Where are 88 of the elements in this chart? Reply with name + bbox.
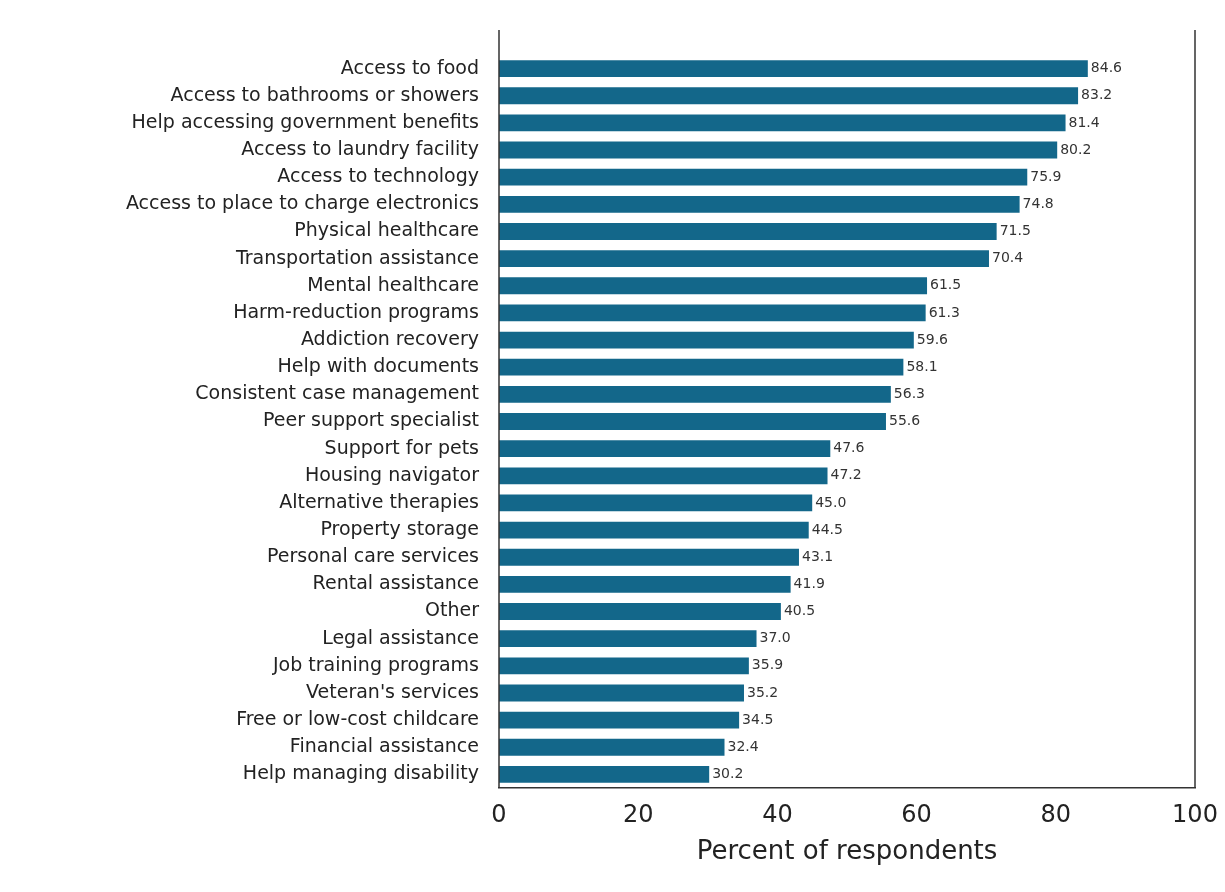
y-tick-label: Free or low-cost childcare — [236, 707, 479, 730]
data-label: 74.8 — [1022, 194, 1054, 211]
data-label: 56.3 — [893, 384, 926, 401]
data-label: 35.2 — [746, 683, 779, 700]
bar — [499, 141, 1058, 159]
data-label: 32.4 — [727, 737, 759, 754]
data-label: 61.5 — [930, 276, 962, 293]
y-tick-label: Harm-reduction programs — [233, 299, 479, 322]
x-tick-label: 100 — [1172, 799, 1218, 828]
data-label: 71.5 — [999, 222, 1031, 239]
data-label: 83.2 — [1081, 86, 1113, 103]
y-tick-label: Help managing disability — [242, 761, 479, 784]
bar — [499, 548, 799, 566]
bar — [499, 657, 749, 675]
bar — [499, 494, 813, 512]
data-label: 80.2 — [1060, 140, 1092, 157]
y-tick-label: Mental healthcare — [307, 272, 479, 295]
data-label: 40.5 — [783, 602, 816, 619]
data-label: 58.1 — [906, 357, 938, 374]
data-label: 70.4 — [991, 249, 1024, 266]
data-label: 34.5 — [742, 710, 774, 727]
y-tick-label: Access to food — [340, 55, 479, 78]
y-tick-label: Help accessing government benefits — [131, 109, 479, 132]
data-label: 47.2 — [830, 466, 862, 483]
data-label: 75.9 — [1030, 167, 1062, 184]
bar — [499, 738, 725, 756]
bar — [499, 521, 809, 539]
bar — [499, 766, 710, 783]
bar — [499, 684, 744, 702]
y-tick-label: Access to place to charge electronics — [125, 191, 479, 214]
bar — [499, 277, 928, 295]
data-label: 43.1 — [801, 547, 834, 564]
y-tick-label: Job training programs — [272, 652, 479, 675]
bar — [499, 711, 740, 729]
bar — [499, 114, 1066, 132]
y-tick-label: Veteran's services — [306, 679, 479, 702]
y-tick-label: Personal care services — [267, 544, 479, 567]
x-tick-label: 80 — [1040, 799, 1072, 828]
bar — [499, 603, 781, 620]
data-label: 59.6 — [916, 330, 949, 347]
y-tick-label: Legal assistance — [322, 625, 479, 648]
y-tick-label: Rental assistance — [312, 571, 479, 594]
y-tick-label: Housing navigator — [304, 462, 480, 485]
data-label: 35.9 — [751, 656, 784, 673]
data-label: 61.3 — [928, 303, 960, 320]
data-label: 30.2 — [712, 765, 744, 782]
bar — [499, 87, 1079, 105]
bar — [499, 575, 791, 593]
y-tick-label: Addiction recovery — [300, 326, 479, 349]
bar — [499, 60, 1088, 77]
data-label: 47.6 — [833, 439, 865, 456]
y-tick-label: Peer support specialist — [263, 408, 479, 431]
x-tick-label: 60 — [901, 799, 932, 828]
bar — [499, 223, 997, 240]
x-tick-label: 20 — [622, 799, 654, 828]
bar — [499, 440, 831, 458]
data-label: 37.0 — [759, 629, 791, 646]
y-tick-label: Access to laundry facility — [241, 136, 479, 159]
y-tick-label: Other — [425, 598, 480, 621]
bar — [499, 467, 828, 485]
bar — [499, 413, 886, 430]
data-label: 45.0 — [815, 493, 847, 510]
y-tick-label: Financial assistance — [289, 734, 479, 757]
bar — [499, 304, 926, 322]
y-tick-label: Transportation assistance — [234, 245, 479, 268]
y-tick-label: Access to bathrooms or showers — [170, 82, 479, 105]
y-tick-label: Alternative therapies — [279, 489, 479, 512]
bar — [499, 385, 891, 403]
y-tick-label: Property storage — [320, 517, 479, 540]
bar — [499, 250, 989, 268]
x-axis-title: Percent of respondents — [696, 835, 998, 866]
x-tick-label: 0 — [491, 799, 507, 828]
y-tick-label: Consistent case management — [195, 381, 479, 404]
y-tick-label: Help with documents — [277, 354, 479, 377]
data-label: 84.6 — [1090, 59, 1123, 76]
data-label: 81.4 — [1068, 113, 1100, 130]
bar — [499, 168, 1028, 186]
bar — [499, 630, 757, 648]
bar — [499, 331, 914, 349]
y-tick-label: Support for pets — [324, 435, 479, 458]
x-tick-label: 40 — [762, 799, 793, 828]
data-label: 44.5 — [811, 520, 843, 537]
y-tick-label: Physical healthcare — [294, 218, 479, 241]
data-label: 55.6 — [888, 412, 921, 429]
y-tick-label: Access to technology — [277, 164, 479, 187]
bar — [499, 195, 1020, 213]
bar — [499, 358, 904, 376]
data-label: 41.9 — [793, 575, 825, 592]
